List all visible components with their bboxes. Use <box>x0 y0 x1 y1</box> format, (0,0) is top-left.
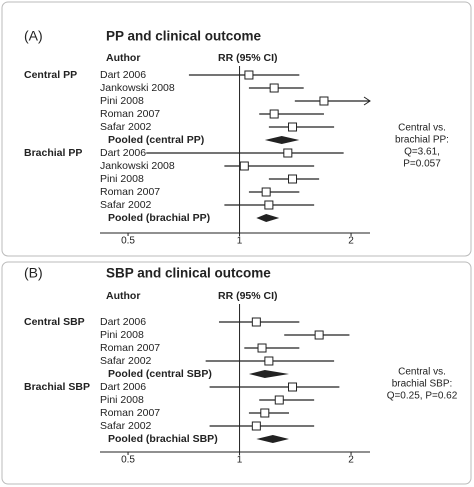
study-label: Pini 2008 <box>100 95 144 107</box>
study-label: Safar 2002 <box>100 121 152 133</box>
panel-frame <box>1 1 472 257</box>
study-label: Roman 2007 <box>100 342 160 354</box>
study-label: Safar 2002 <box>100 199 152 211</box>
annotation: Q=0.25, P=0.62 <box>387 391 458 402</box>
point-estimate <box>283 148 293 158</box>
x-tick-label: 1 <box>237 236 243 247</box>
pooled-label: Pooled (brachial SBP) <box>108 433 218 445</box>
panel-label: (B) <box>24 265 43 281</box>
study-label: Jankowski 2008 <box>100 82 175 94</box>
x-tick-label: 0.5 <box>121 455 135 466</box>
annotation: brachial SBP: <box>392 379 453 390</box>
study-label: Dart 2006 <box>100 69 146 81</box>
x-tick-label: 1 <box>237 455 243 466</box>
x-tick-label: 0.5 <box>121 236 135 247</box>
group-label: Central PP <box>24 69 77 81</box>
pooled-diamond <box>256 214 280 222</box>
annotation: P=0.057 <box>403 159 441 170</box>
point-estimate <box>269 83 279 93</box>
ci-arrow <box>363 96 371 106</box>
group-label: Brachial PP <box>24 147 82 159</box>
study-label: Dart 2006 <box>100 147 146 159</box>
point-estimate <box>244 70 254 80</box>
x-tick-label: 2 <box>348 455 354 466</box>
author-header: Author <box>106 52 140 64</box>
point-estimate <box>288 174 298 184</box>
group-label: Brachial SBP <box>24 381 90 393</box>
point-estimate <box>319 96 329 106</box>
point-estimate <box>257 343 267 353</box>
panel-frame <box>1 261 472 485</box>
pooled-diamond <box>256 435 290 443</box>
study-label: Pini 2008 <box>100 173 144 185</box>
annotation: Central vs. <box>398 367 446 378</box>
point-estimate <box>274 395 284 405</box>
pooled-label: Pooled (central SBP) <box>108 368 212 380</box>
point-estimate <box>239 161 249 171</box>
pooled-label: Pooled (brachial PP) <box>108 212 210 224</box>
panel-label: (A) <box>24 28 43 44</box>
x-tick-label: 2 <box>348 236 354 247</box>
study-label: Jankowski 2008 <box>100 160 175 172</box>
group-label: Central SBP <box>24 316 85 328</box>
estimate-header: RR (95% CI) <box>218 52 278 64</box>
author-header: Author <box>106 290 140 302</box>
annotation: brachial PP: <box>395 135 449 146</box>
point-estimate <box>288 382 298 392</box>
pooled-diamond <box>264 136 300 144</box>
annotation: Q=3.61, <box>404 147 440 158</box>
study-label: Dart 2006 <box>100 381 146 393</box>
annotation: Central vs. <box>398 123 446 134</box>
point-estimate <box>261 187 271 197</box>
pooled-label: Pooled (central PP) <box>108 134 204 146</box>
study-label: Pini 2008 <box>100 394 144 406</box>
point-estimate <box>264 200 274 210</box>
point-estimate <box>260 408 270 418</box>
point-estimate <box>288 122 298 132</box>
estimate-header: RR (95% CI) <box>218 290 278 302</box>
point-estimate <box>314 330 324 340</box>
chart-title: PP and clinical outcome <box>106 29 262 44</box>
study-label: Dart 2006 <box>100 316 146 328</box>
study-label: Roman 2007 <box>100 108 160 120</box>
study-label: Pini 2008 <box>100 329 144 341</box>
chart-title: SBP and clinical outcome <box>106 266 271 281</box>
study-label: Roman 2007 <box>100 186 160 198</box>
study-label: Roman 2007 <box>100 407 160 419</box>
point-estimate <box>251 421 261 431</box>
point-estimate <box>264 356 274 366</box>
point-estimate <box>269 109 279 119</box>
study-label: Safar 2002 <box>100 420 152 432</box>
pooled-diamond <box>248 370 290 378</box>
point-estimate <box>251 317 261 327</box>
study-label: Safar 2002 <box>100 355 152 367</box>
